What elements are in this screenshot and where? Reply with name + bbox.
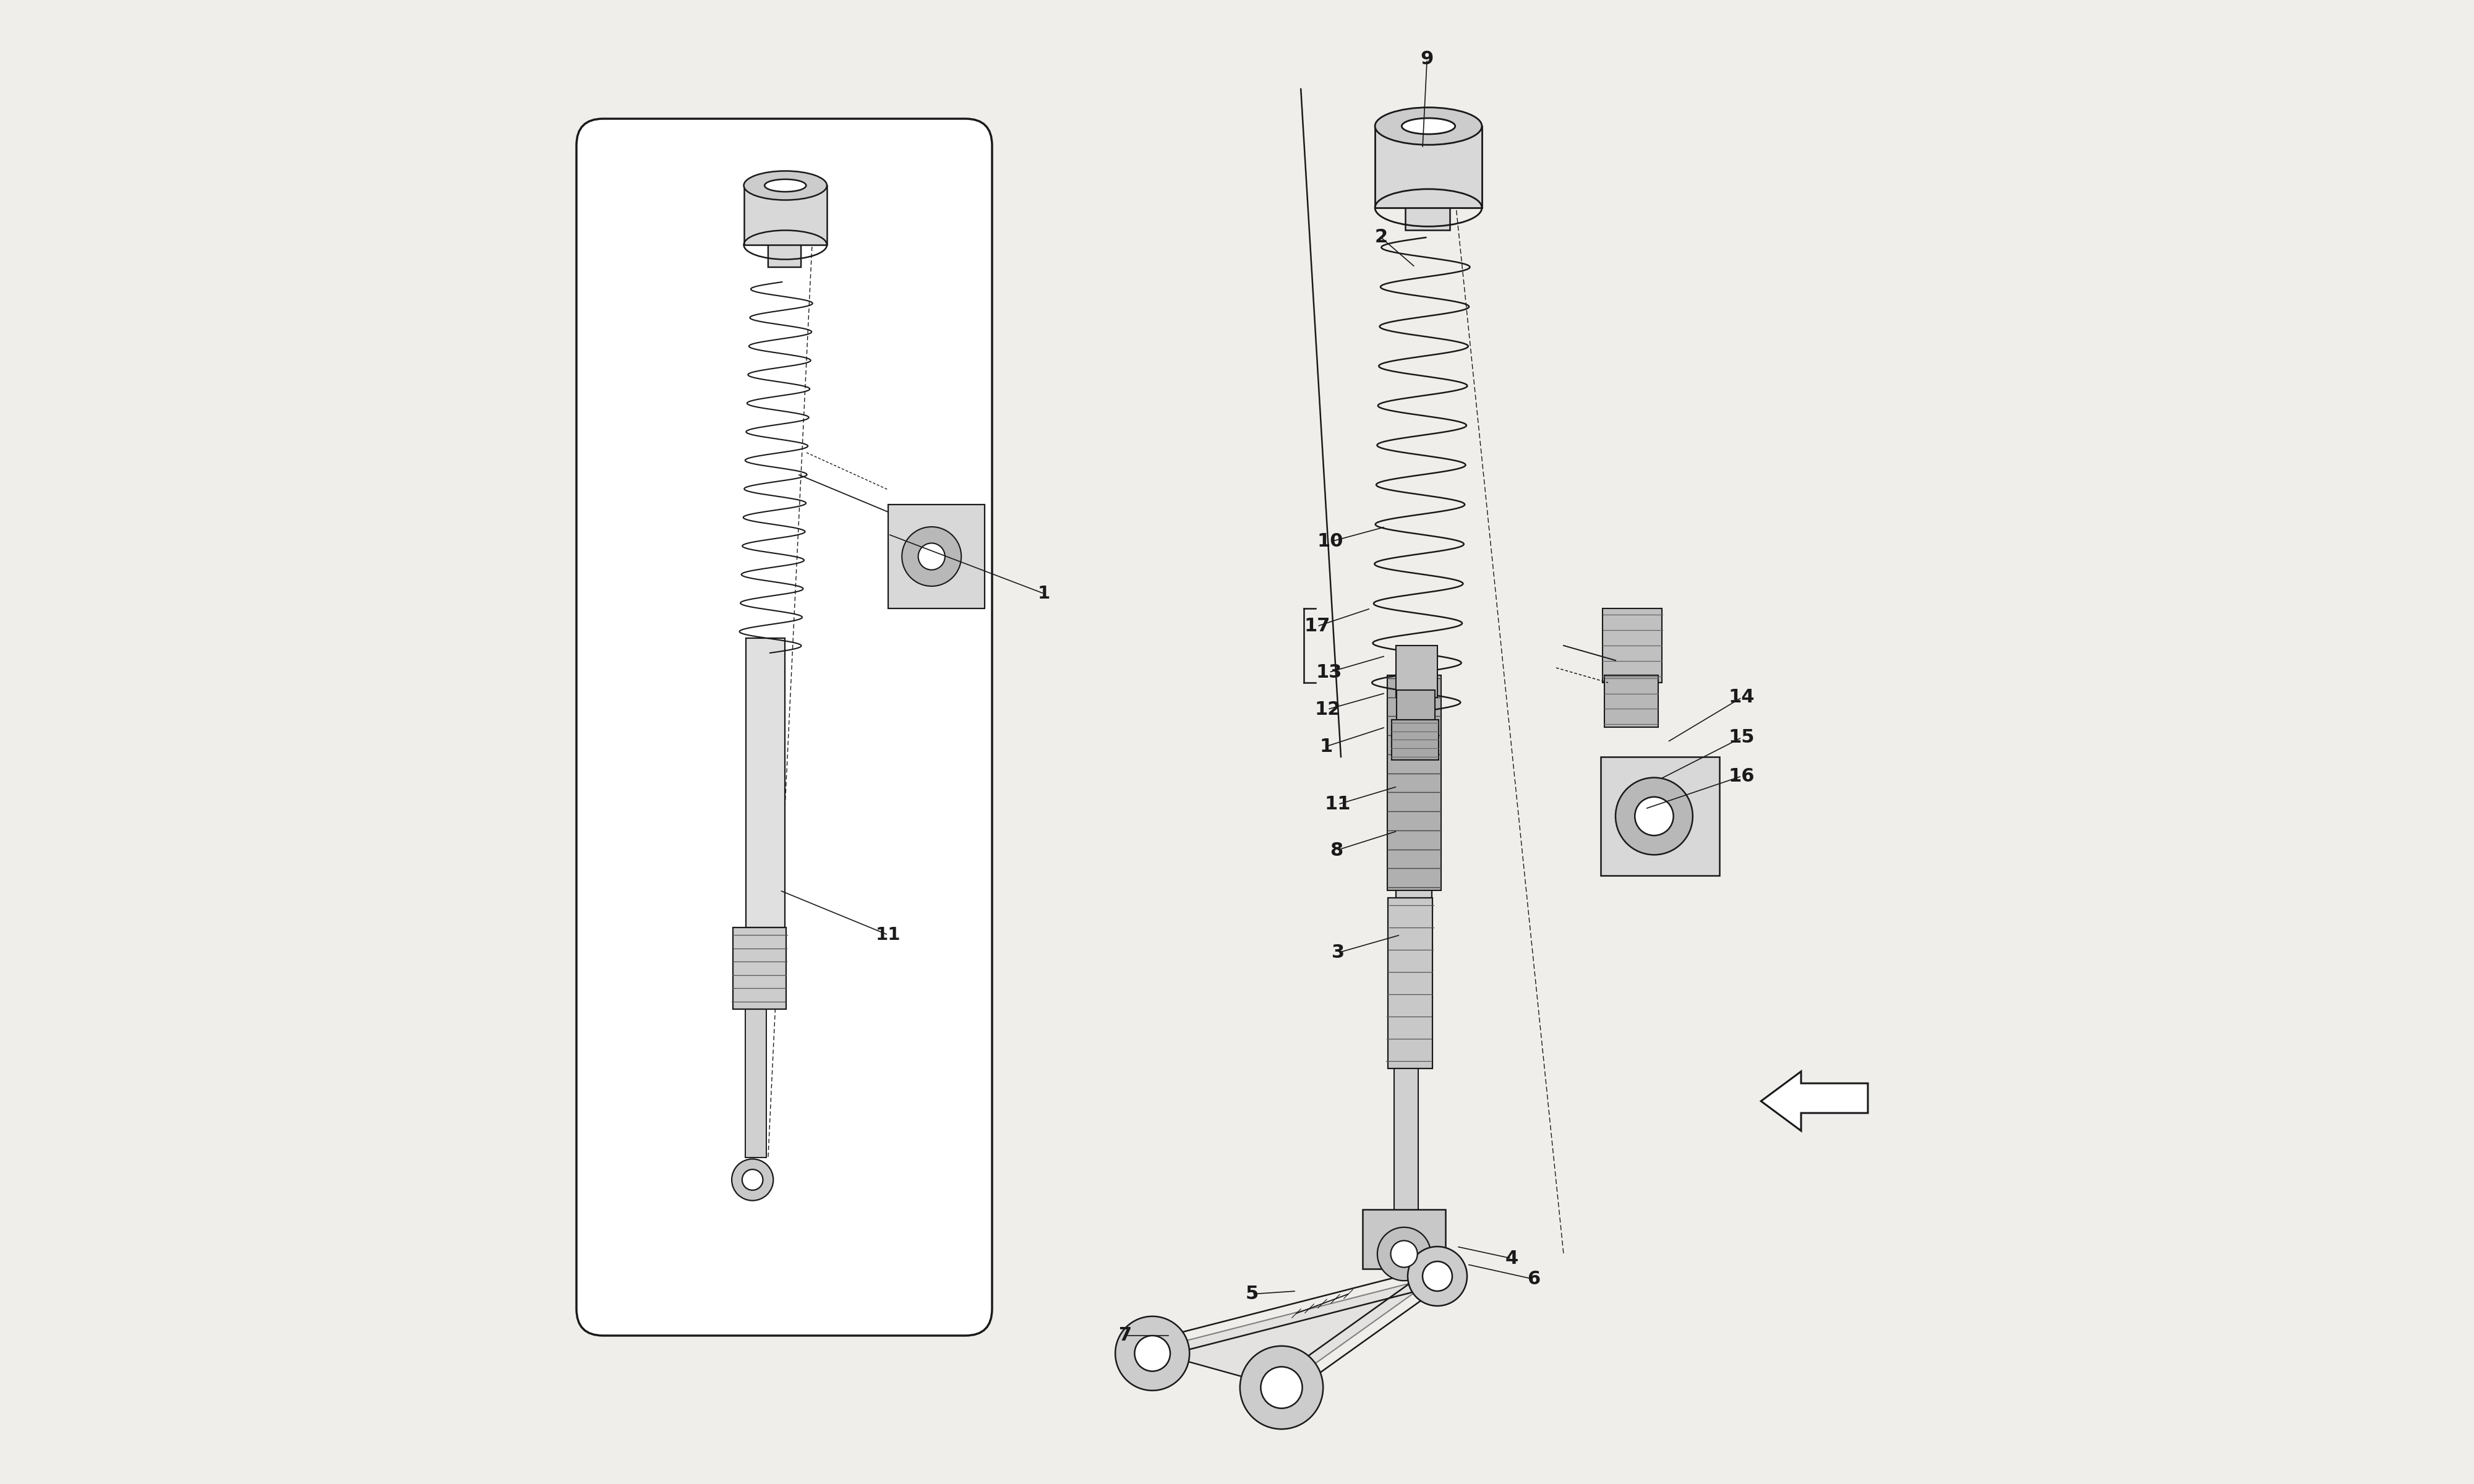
Polygon shape — [1395, 690, 1432, 905]
Polygon shape — [1761, 1071, 1868, 1131]
Text: 4: 4 — [1504, 1250, 1519, 1267]
Polygon shape — [1148, 1276, 1437, 1388]
Polygon shape — [767, 186, 802, 267]
Circle shape — [1116, 1316, 1190, 1391]
Polygon shape — [1606, 675, 1658, 727]
Polygon shape — [767, 186, 802, 267]
Polygon shape — [1395, 1068, 1418, 1239]
FancyBboxPatch shape — [576, 119, 992, 1336]
Polygon shape — [745, 186, 826, 245]
Circle shape — [1408, 1247, 1467, 1306]
Text: 7: 7 — [1118, 1327, 1133, 1345]
Polygon shape — [1405, 134, 1450, 230]
Circle shape — [1423, 1261, 1452, 1291]
Ellipse shape — [764, 180, 807, 191]
Polygon shape — [767, 186, 802, 267]
Circle shape — [1136, 1336, 1170, 1371]
Ellipse shape — [745, 171, 826, 200]
Circle shape — [1378, 1227, 1430, 1281]
Text: 14: 14 — [1729, 689, 1754, 706]
Text: 3: 3 — [1331, 944, 1343, 962]
Circle shape — [918, 543, 945, 570]
Circle shape — [1262, 1367, 1301, 1408]
Polygon shape — [1363, 1209, 1445, 1269]
Circle shape — [1239, 1346, 1324, 1429]
Text: 1: 1 — [1319, 738, 1333, 755]
Text: 9: 9 — [1420, 50, 1432, 68]
Text: 11: 11 — [876, 926, 901, 944]
Polygon shape — [1603, 608, 1663, 683]
Polygon shape — [1388, 898, 1432, 1068]
Text: 12: 12 — [1314, 700, 1341, 718]
Text: 8: 8 — [1331, 841, 1343, 859]
Text: 5: 5 — [1244, 1285, 1259, 1303]
Polygon shape — [1601, 757, 1719, 876]
Polygon shape — [1395, 646, 1437, 697]
Polygon shape — [888, 505, 985, 608]
Circle shape — [1390, 1241, 1418, 1267]
Text: 2: 2 — [1376, 229, 1388, 246]
Circle shape — [742, 1169, 762, 1190]
Polygon shape — [1376, 126, 1482, 208]
Ellipse shape — [1403, 119, 1455, 134]
Polygon shape — [732, 927, 787, 1009]
Circle shape — [1635, 797, 1672, 835]
Text: 6: 6 — [1526, 1270, 1541, 1288]
Text: 1: 1 — [1037, 585, 1051, 603]
Text: 10: 10 — [1316, 533, 1343, 551]
Circle shape — [732, 1159, 774, 1201]
Polygon shape — [1395, 690, 1435, 727]
Polygon shape — [1390, 720, 1440, 760]
Circle shape — [1616, 778, 1692, 855]
Text: 11: 11 — [1324, 795, 1351, 813]
Ellipse shape — [1376, 107, 1482, 145]
Polygon shape — [1388, 675, 1440, 890]
Polygon shape — [747, 638, 784, 927]
Text: 15: 15 — [1729, 729, 1754, 746]
Circle shape — [903, 527, 962, 586]
Polygon shape — [745, 1009, 767, 1158]
Text: 13: 13 — [1316, 663, 1341, 681]
Text: 16: 16 — [1729, 767, 1754, 785]
Text: 17: 17 — [1304, 617, 1331, 635]
